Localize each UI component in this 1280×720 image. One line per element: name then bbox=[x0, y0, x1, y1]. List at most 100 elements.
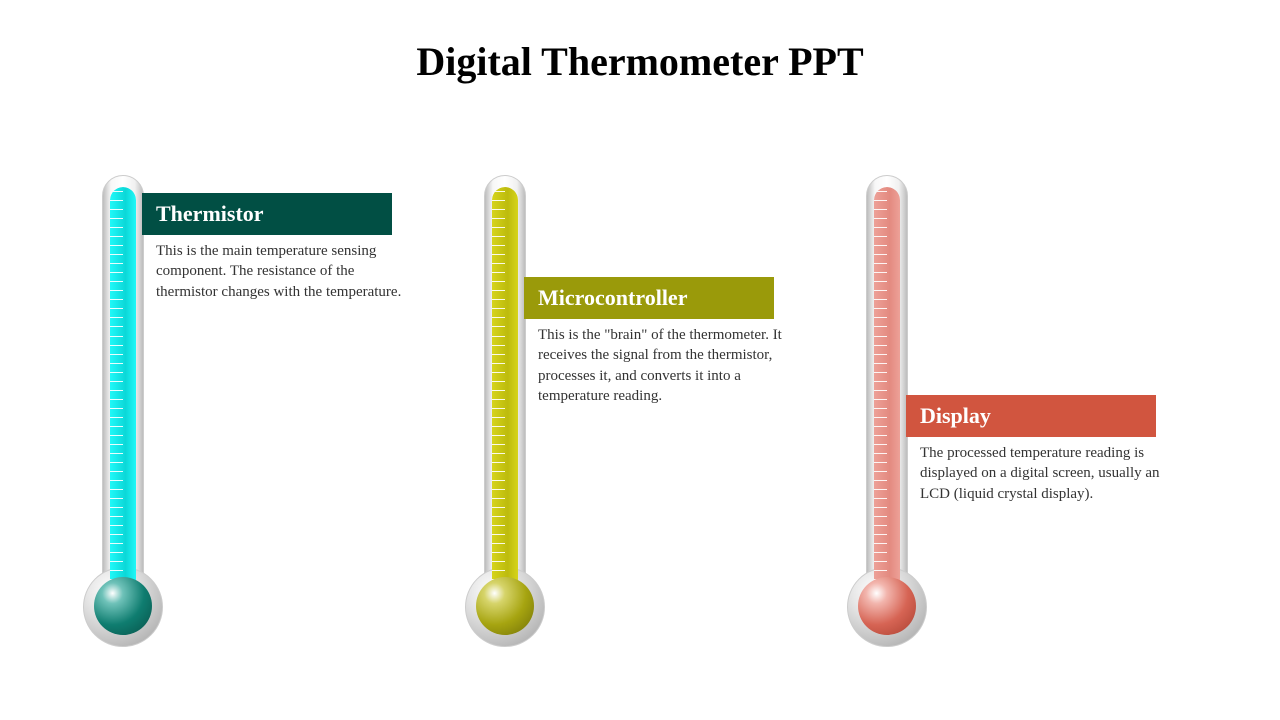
thermometer-bulb-inner bbox=[858, 577, 916, 635]
thermometer-tick bbox=[492, 516, 505, 517]
thermometer-tick bbox=[492, 354, 505, 355]
thermometer-tick bbox=[874, 345, 887, 346]
thermometer-tube-inner bbox=[110, 187, 136, 585]
thermometer-ticks bbox=[492, 191, 518, 581]
thermometer-body bbox=[98, 175, 148, 605]
thermometer-tick bbox=[492, 417, 505, 418]
thermometer-tick bbox=[110, 236, 123, 237]
thermometer-tick bbox=[874, 435, 887, 436]
thermometer-tick bbox=[874, 381, 887, 382]
thermometer-tick bbox=[492, 363, 505, 364]
thermometer-tick bbox=[492, 471, 505, 472]
thermometer-tick bbox=[110, 363, 123, 364]
thermometer-tick bbox=[874, 336, 887, 337]
thermometer-body bbox=[480, 175, 530, 605]
thermometer-tick bbox=[110, 372, 123, 373]
thermometer-tick bbox=[874, 290, 887, 291]
thermometer-tick bbox=[874, 263, 887, 264]
thermometer-tick bbox=[874, 254, 887, 255]
thermometer-tick bbox=[492, 254, 505, 255]
thermometer-tick bbox=[874, 218, 887, 219]
thermometer-tick bbox=[874, 570, 887, 571]
thermometer-tick bbox=[874, 191, 887, 192]
thermometer-tick bbox=[492, 408, 505, 409]
thermometer-tick bbox=[492, 200, 505, 201]
thermometer-tick bbox=[874, 236, 887, 237]
thermometer-tick bbox=[874, 417, 887, 418]
thermometer-tick bbox=[492, 462, 505, 463]
thermometer-tick bbox=[874, 363, 887, 364]
thermometer-tick bbox=[110, 272, 123, 273]
thermometer-tick bbox=[874, 507, 887, 508]
thermometer-body bbox=[862, 175, 912, 605]
thermometer-tick bbox=[874, 227, 887, 228]
thermometer-tick bbox=[492, 227, 505, 228]
thermometer-tick bbox=[110, 218, 123, 219]
thermometer-tick bbox=[110, 426, 123, 427]
thermometer-tick bbox=[874, 299, 887, 300]
thermometer-tick bbox=[492, 525, 505, 526]
thermometer-tick bbox=[110, 534, 123, 535]
thermometer-tick bbox=[110, 317, 123, 318]
thermometer-tick bbox=[110, 543, 123, 544]
thermometer-tick bbox=[492, 426, 505, 427]
thermometer-description: The processed temperature reading is dis… bbox=[920, 443, 1170, 504]
thermometer-tick bbox=[874, 390, 887, 391]
thermometer-tick bbox=[492, 480, 505, 481]
thermometer-ticks bbox=[110, 191, 136, 581]
thermometer-ticks bbox=[874, 191, 900, 581]
thermometer-tick bbox=[110, 336, 123, 337]
thermometer-tick bbox=[492, 290, 505, 291]
thermometer-label: Microcontroller bbox=[524, 277, 774, 319]
thermometer-tick bbox=[492, 263, 505, 264]
thermometer-tick bbox=[874, 552, 887, 553]
thermometer-tick bbox=[874, 498, 887, 499]
thermometer-tick bbox=[492, 381, 505, 382]
thermometer-tick bbox=[110, 471, 123, 472]
thermometer-tick bbox=[874, 317, 887, 318]
thermometer-tick bbox=[874, 462, 887, 463]
thermometer-tick bbox=[874, 281, 887, 282]
thermometer-tick bbox=[492, 191, 505, 192]
thermometer-tick bbox=[110, 299, 123, 300]
thermometer-tick bbox=[874, 200, 887, 201]
thermometer-tick bbox=[492, 498, 505, 499]
thermometer-tick bbox=[492, 326, 505, 327]
thermometer-bulb-inner bbox=[476, 577, 534, 635]
thermometer-tick bbox=[110, 561, 123, 562]
thermometer-tick bbox=[874, 525, 887, 526]
thermometer-tick bbox=[874, 308, 887, 309]
thermometer-tube-inner bbox=[492, 187, 518, 585]
thermometer-tick bbox=[492, 245, 505, 246]
thermometer-tick bbox=[874, 426, 887, 427]
thermometer-tick bbox=[110, 390, 123, 391]
thermometer-tick bbox=[874, 272, 887, 273]
thermometer-tick bbox=[110, 281, 123, 282]
thermometer-tick bbox=[874, 408, 887, 409]
thermometer-tick bbox=[492, 543, 505, 544]
thermometer-tick bbox=[874, 245, 887, 246]
thermometer-tube-inner bbox=[874, 187, 900, 585]
thermometer-tick bbox=[110, 408, 123, 409]
thermometer-tick bbox=[110, 516, 123, 517]
thermometer-tick bbox=[492, 336, 505, 337]
thermometer-tick bbox=[110, 200, 123, 201]
thermometer-tick bbox=[492, 570, 505, 571]
thermometer-tick bbox=[874, 489, 887, 490]
thermometer-tick bbox=[492, 317, 505, 318]
thermometer-tick bbox=[874, 209, 887, 210]
thermometer-tick bbox=[110, 290, 123, 291]
thermometer-tick bbox=[492, 236, 505, 237]
thermometer-tick bbox=[492, 507, 505, 508]
thermometer-tick bbox=[492, 453, 505, 454]
thermometer-tick bbox=[110, 308, 123, 309]
thermometer-tick bbox=[492, 534, 505, 535]
thermometer-description: This is the main temperature sensing com… bbox=[156, 241, 406, 302]
thermometer-tick bbox=[110, 462, 123, 463]
thermometer-tick bbox=[492, 561, 505, 562]
thermometer-tick bbox=[110, 245, 123, 246]
thermometer-tick bbox=[492, 272, 505, 273]
thermometer-tick bbox=[874, 534, 887, 535]
thermometer-tick bbox=[110, 254, 123, 255]
thermometer-tick bbox=[492, 489, 505, 490]
